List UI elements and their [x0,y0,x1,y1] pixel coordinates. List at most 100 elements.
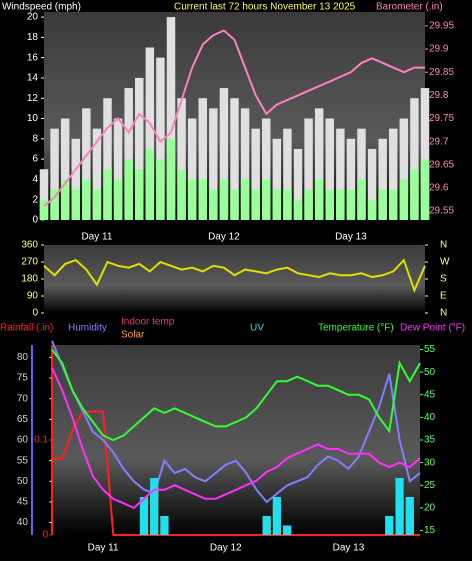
y-tick-label: 75 [17,373,29,384]
y-tick-label: 80 [17,352,29,363]
y-tick-label: 90 [27,291,39,302]
bar [39,169,49,220]
legend-label: Temperature (°F) [318,323,394,334]
bar [283,525,292,535]
bar [389,189,398,220]
bar [336,128,345,220]
bar [145,148,155,220]
bar [92,128,102,220]
y-tick-label: 14 [27,73,39,84]
bar [39,199,49,220]
bar [405,497,414,535]
bar [272,497,281,535]
bar [293,148,303,220]
y-tick-label: 60 [17,435,29,446]
y2-tick-label: 29.65 [429,159,454,170]
line [52,410,420,536]
bar [367,148,377,220]
bar [145,47,155,220]
y2-tick-label: N [440,240,447,251]
line [43,29,425,208]
y2-tick-label: 20 [424,502,436,513]
bar [166,138,176,220]
y2-tick-label: 35 [424,435,436,446]
plot-area [44,245,425,313]
bar [198,98,207,220]
y-tick-label: 70 [17,393,29,404]
bar [378,189,387,220]
bar [156,159,165,220]
y2-tick-label: 30 [424,457,436,468]
bar [410,98,419,220]
y-tick-label: 6 [32,154,38,165]
chart-title: Current last 72 hours November 13 2025 [174,2,356,13]
y-axis-label: Windspeed (mph) [2,2,81,13]
bar [50,128,59,220]
bar [283,128,292,220]
bar [103,98,112,220]
bar [272,189,282,220]
y-tick-label: 270 [21,257,38,268]
y2-tick-label: N [440,308,447,319]
bar [314,108,324,220]
bar [293,199,303,220]
y2-axis-label: Barometer (.in) [376,2,443,13]
y-tick-label: 20 [27,12,39,23]
y2-tick-label: 45 [424,389,436,400]
bar [198,179,207,220]
bar [82,108,91,220]
bar [251,189,260,220]
y-tick-label: 10 [27,113,39,124]
bar [209,108,218,220]
bar [399,179,409,220]
bar [187,118,197,220]
bar [103,169,112,220]
bar [166,17,176,220]
line [43,258,426,294]
bar [325,118,334,220]
bar [124,88,133,220]
bar [346,189,356,220]
legend-label: Rainfall (.in) [0,323,53,334]
bar [71,189,80,220]
bar [389,128,398,220]
y2-tick-label: 29.9 [429,44,449,55]
bar [124,159,133,220]
y-tick-label: 12 [27,93,39,104]
bar [219,179,229,220]
y-tick-label: 0 [32,308,38,319]
y2-tick-label: 29.6 [429,183,449,194]
y-tick-label: 4 [32,174,38,185]
y2-tick-label: 29.95 [429,21,454,32]
bar [82,179,91,220]
y2-tick-label: 29.85 [429,67,454,78]
bar [230,98,239,220]
legend-label: Indoor temp [121,317,175,328]
y-tick-label: 50 [17,476,29,487]
bar [92,189,102,220]
bar [283,189,292,220]
y-tick-label: 16 [27,52,39,63]
bar [135,77,144,220]
legend-label: UV [250,323,264,334]
bar [314,179,324,220]
bar [346,138,356,220]
y2-tick-label: E [440,291,447,302]
bar [150,478,159,535]
bar [177,169,186,220]
bar [399,118,409,220]
y-tick-label: 180 [21,274,38,285]
bar [378,138,387,220]
y2-tick-label: 29.8 [429,90,449,101]
legend-label: Dew Point (°F) [400,323,465,334]
x-tick-label: Day 13 [335,232,367,243]
y2-tick-label: 25 [424,480,436,491]
y2-tick-label: 29.75 [429,113,454,124]
bar [385,516,394,535]
bar [50,189,59,220]
y-tick-label: 8 [32,133,38,144]
bar [395,478,404,535]
bar [240,179,250,220]
y-tick-label: 65 [17,414,29,425]
